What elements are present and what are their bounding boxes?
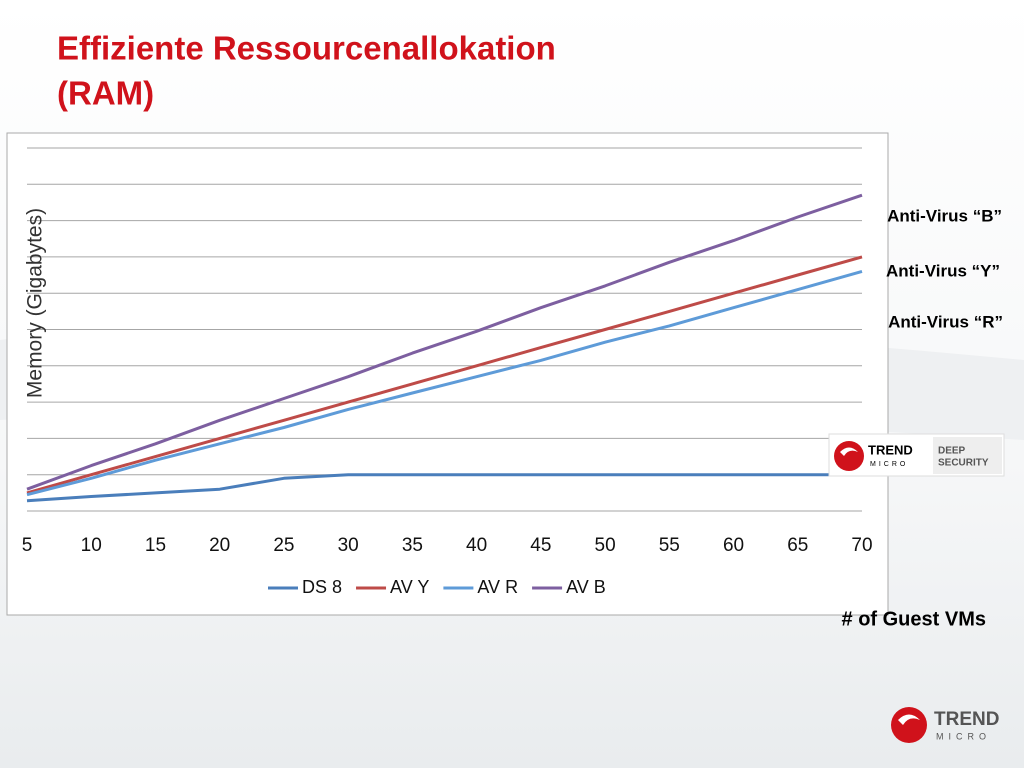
logo-text: MICRO bbox=[936, 731, 991, 741]
legend-label: AV Y bbox=[390, 577, 429, 597]
logo-text: TREND bbox=[934, 709, 999, 730]
x-tick-label: 55 bbox=[659, 535, 680, 556]
legend-label: DS 8 bbox=[302, 577, 342, 597]
x-tick-label: 60 bbox=[723, 535, 744, 556]
title: (RAM) bbox=[57, 75, 154, 112]
x-tick-label: 35 bbox=[402, 535, 423, 556]
y-axis-label: Memory (Gigabytes) bbox=[24, 208, 47, 398]
legend-label: AV R bbox=[477, 577, 518, 597]
series-line bbox=[26, 473, 862, 503]
logo-text: MICRO bbox=[870, 461, 908, 468]
product-logo: TREND MICRO DEEP SECURITY bbox=[828, 433, 1005, 477]
x-tick-label: 40 bbox=[466, 535, 487, 556]
x-tick-label: 50 bbox=[595, 535, 616, 556]
series-line bbox=[26, 269, 863, 497]
x-tick-label: 65 bbox=[787, 535, 808, 556]
series-line bbox=[26, 255, 863, 495]
x-axis-label: # of Guest VMs bbox=[842, 608, 986, 630]
x-tick-label: 30 bbox=[338, 535, 359, 556]
x-tick-label: 70 bbox=[851, 535, 872, 556]
company-logo: TREND MICRO bbox=[891, 707, 999, 743]
annotation: Anti-Virus “R” bbox=[888, 312, 1003, 331]
x-tick-label: 10 bbox=[81, 535, 102, 556]
title: Effiziente Ressourcenallokation bbox=[57, 30, 556, 67]
logo-text: DEEP bbox=[938, 446, 966, 457]
x-tick-label: 45 bbox=[530, 535, 551, 556]
x-tick-label: 5 bbox=[22, 535, 33, 556]
logo-text: SECURITY bbox=[938, 458, 989, 469]
x-tick-label: 15 bbox=[145, 535, 166, 556]
x-tick-label: 25 bbox=[273, 535, 294, 556]
series-line bbox=[26, 193, 863, 491]
legend-label: AV B bbox=[566, 577, 606, 597]
plot: 5 10 15 20 25 30 35 40 45 50 55 60 65 70 DS 8 AV Y AV R A… bbox=[22, 147, 873, 597]
logo-text: TREND bbox=[868, 442, 913, 457]
annotation: Anti-Virus “B” bbox=[887, 206, 1002, 225]
annotation: Anti-Virus “Y” bbox=[886, 261, 1000, 280]
x-tick-label: 20 bbox=[209, 535, 230, 556]
